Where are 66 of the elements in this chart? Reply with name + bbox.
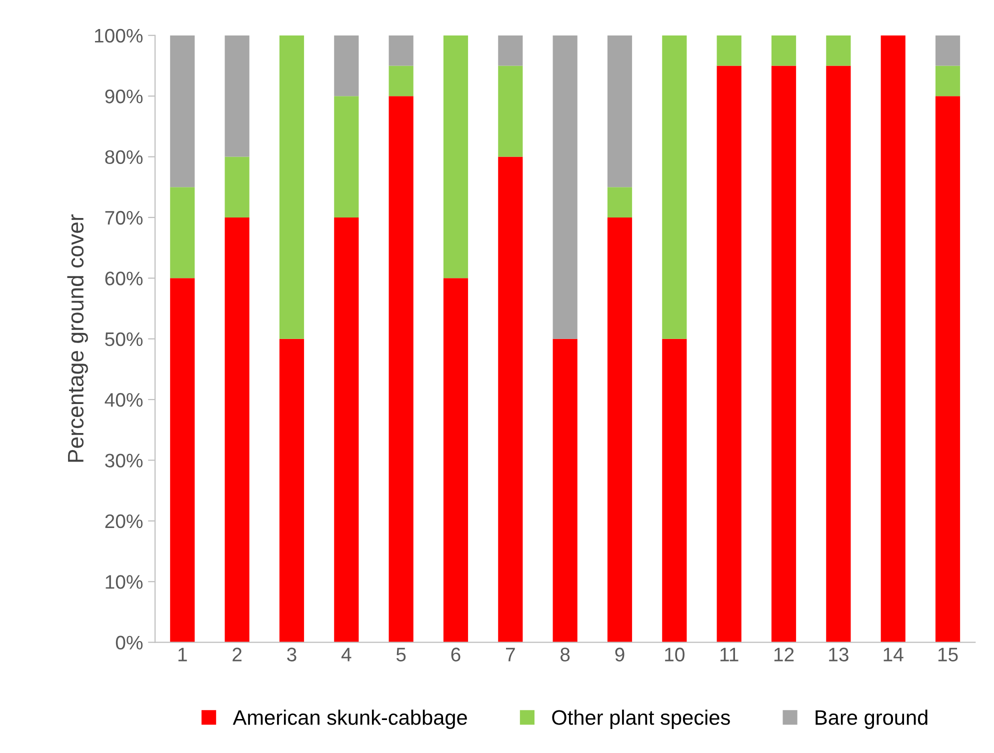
bar xyxy=(279,338,304,642)
x-tick-label: 6 xyxy=(451,648,460,662)
x-tick-label: 4 xyxy=(341,648,352,662)
bar xyxy=(498,35,523,66)
y-tick-label: 20% xyxy=(105,514,143,528)
bar xyxy=(170,187,195,278)
legend-label: Other plant species xyxy=(552,710,730,730)
bar xyxy=(826,35,851,66)
y-tick-label: 0% xyxy=(116,636,143,650)
x-tick-label: 15 xyxy=(938,648,958,662)
legend-label: American skunk-cabbage xyxy=(232,710,467,730)
x-tick-label: 1 xyxy=(178,648,187,662)
y-tick-label: 90% xyxy=(105,90,143,104)
bar xyxy=(498,66,523,157)
bar xyxy=(607,35,632,188)
bar xyxy=(935,66,960,96)
bar xyxy=(279,35,304,339)
bar xyxy=(388,35,414,66)
y-tick-label: 50% xyxy=(105,332,143,346)
bar xyxy=(388,96,414,642)
y-tick-label: 40% xyxy=(104,393,143,407)
bar xyxy=(552,35,578,339)
bar xyxy=(443,35,468,278)
bar xyxy=(935,35,960,66)
bar xyxy=(224,35,250,157)
y-tick-label: 70% xyxy=(105,210,143,225)
bar xyxy=(443,278,468,642)
x-tick-label: 3 xyxy=(287,648,296,662)
bar xyxy=(771,35,796,66)
bar xyxy=(716,66,742,642)
bar xyxy=(552,338,578,642)
y-tick-label: 60% xyxy=(105,272,143,286)
bar xyxy=(607,217,632,642)
legend-label: Bare ground xyxy=(816,710,928,730)
y-tick-label: 80% xyxy=(105,150,143,164)
y-tick-label: 30% xyxy=(105,454,143,468)
y-axis-title: Percentage ground cover xyxy=(67,214,88,462)
x-tick-label: 12 xyxy=(774,648,794,662)
bar xyxy=(170,35,195,188)
bar xyxy=(771,66,796,642)
bar xyxy=(170,278,195,642)
bar xyxy=(224,217,250,642)
bar xyxy=(388,66,414,96)
y-tick-label: 10% xyxy=(106,575,143,589)
x-tick-label: 10 xyxy=(665,648,684,662)
bar xyxy=(498,156,523,642)
bar xyxy=(607,187,632,218)
bar xyxy=(662,338,687,642)
bar xyxy=(716,35,742,66)
x-tick-label: 9 xyxy=(615,648,624,662)
x-tick-label: 8 xyxy=(560,648,570,662)
bar xyxy=(935,96,960,642)
bar xyxy=(224,156,250,218)
y-tick-label: 100% xyxy=(95,28,143,43)
bar xyxy=(334,96,359,218)
x-tick-label: 2 xyxy=(232,648,242,662)
bar xyxy=(826,66,851,642)
x-tick-label: 14 xyxy=(884,648,904,662)
x-tick-label: 5 xyxy=(396,648,406,662)
x-tick-label: 13 xyxy=(829,648,848,662)
bar xyxy=(334,217,359,642)
bar xyxy=(662,35,687,339)
bar xyxy=(880,35,906,642)
bar xyxy=(334,35,359,96)
x-tick-label: 11 xyxy=(720,648,738,662)
x-tick-label: 7 xyxy=(506,648,515,662)
